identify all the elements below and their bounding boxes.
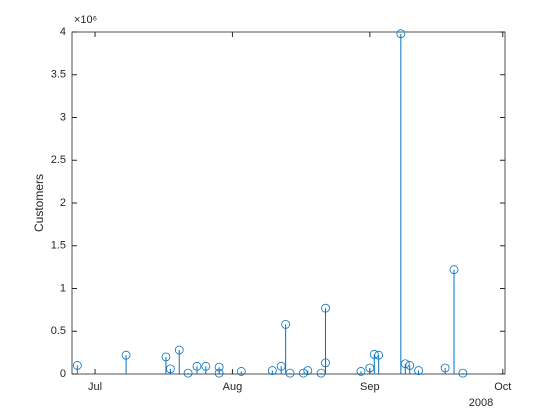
stem-marker [396, 29, 406, 39]
stem-marker [174, 345, 184, 355]
x-tick-label: Oct [494, 381, 511, 393]
stem-marker [281, 320, 291, 329]
stem-marker [201, 361, 211, 371]
x-year-label: 2008 [469, 397, 493, 409]
y-axis-label: Customers [32, 174, 46, 232]
stem-marker [236, 367, 246, 376]
y-tick-label: 2.5 [51, 154, 66, 166]
y-tick-label: 2 [60, 197, 66, 209]
plot-area [71, 31, 506, 375]
stem-marker [303, 366, 313, 375]
y-tick-label: 4 [60, 26, 66, 38]
y-tick-label: 0 [60, 368, 66, 380]
stem-marker [356, 367, 366, 376]
stem-marker [458, 368, 468, 378]
stem-marker [321, 303, 330, 313]
stem-marker [72, 361, 82, 370]
y-exponent: ×10⁶ [74, 14, 97, 26]
stem-marker [374, 350, 384, 360]
stem-marker [449, 265, 459, 275]
stem-marker [183, 368, 193, 378]
y-tick-label: 3 [60, 111, 66, 123]
y-tick-label: 1.5 [51, 240, 66, 252]
stem-marker [285, 368, 295, 378]
stem-marker [414, 366, 423, 375]
stem-marker [267, 366, 277, 375]
stem-marker [121, 350, 131, 360]
stem-marker [405, 361, 415, 370]
stem-marker [440, 363, 450, 373]
stem-marker [214, 362, 224, 372]
y-tick-label: 0.5 [51, 325, 66, 337]
stem-marker [400, 359, 410, 369]
x-tick-label: Sep [360, 381, 380, 393]
x-tick-label: Aug [223, 381, 243, 393]
stem-marker [165, 364, 175, 374]
stem-marker [192, 361, 202, 371]
x-tick-label: Jul [88, 381, 102, 393]
y-tick-label: 1 [60, 282, 66, 294]
y-tick-label: 3.5 [51, 69, 66, 81]
stem-marker [369, 349, 379, 359]
stem-marker [161, 352, 171, 362]
